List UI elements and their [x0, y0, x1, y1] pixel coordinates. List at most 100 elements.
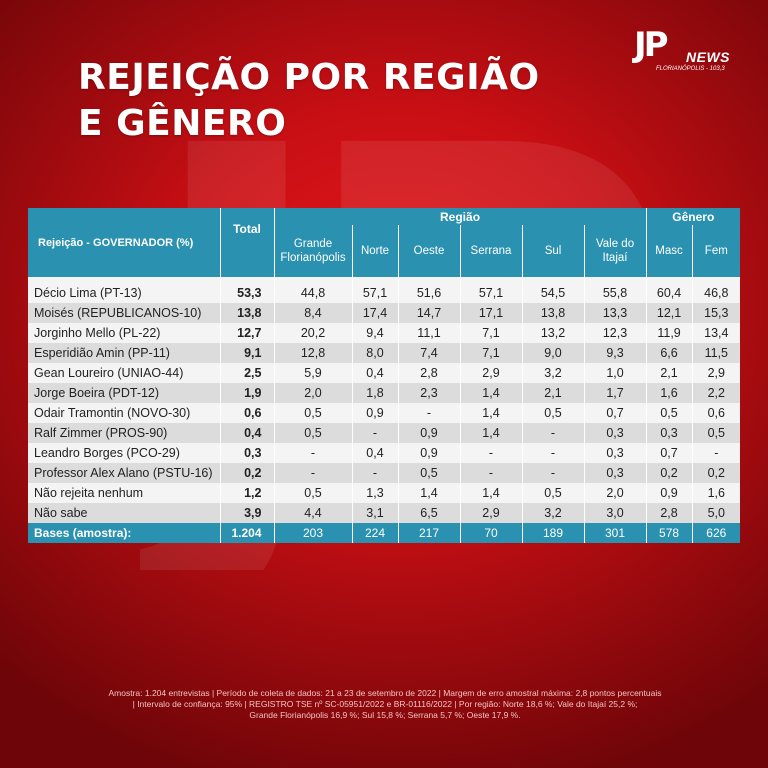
- cell-value: 1,8: [352, 383, 399, 403]
- cell-value: 1,4: [460, 423, 523, 443]
- cell-value: 54,5: [522, 277, 585, 303]
- total-value: 2,5: [220, 363, 275, 383]
- candidate-name: Jorginho Mello (PL-22): [28, 323, 221, 343]
- cell-value: -: [522, 463, 585, 483]
- candidate-name: Jorge Boeira (PDT-12): [28, 383, 221, 403]
- cell-value: 3,0: [584, 503, 647, 523]
- cell-value: 1,3: [352, 483, 399, 503]
- candidate-name: Moisés (REPUBLICANOS-10): [28, 303, 221, 323]
- cell-value: 0,9: [646, 483, 693, 503]
- candidate-name: Professor Alex Alano (PSTU-16): [28, 463, 221, 483]
- table-row: Jorge Boeira (PDT-12) 1,9 2,0 1,8 2,3 1,4 2,1 1…: [28, 383, 741, 403]
- logo-word: NEWS: [686, 49, 730, 65]
- logo-city: FLORIANÓPOLIS - 103,3: [656, 66, 725, 72]
- cell-value: 7,1: [460, 323, 523, 343]
- cell-value: 0,5: [522, 403, 585, 423]
- bases-row: Bases (amostra): 1.204 203 224 217 70 189 301 57…: [28, 523, 741, 543]
- bases-value: 189: [522, 523, 585, 543]
- jp-news-logo: JP NEWS FLORIANÓPOLIS - 103,3: [634, 28, 738, 76]
- cell-value: 0,5: [646, 403, 693, 423]
- cell-value: 0,5: [274, 403, 353, 423]
- title-line-1: REJEIÇÃO POR REGIÃO: [78, 57, 540, 98]
- cell-value: 15,3: [692, 303, 741, 323]
- total-value: 12,7: [220, 323, 275, 343]
- cell-value: 3,1: [352, 503, 399, 523]
- cell-value: 0,5: [692, 423, 741, 443]
- cell-value: 0,2: [692, 463, 741, 483]
- total-header: Total: [220, 208, 275, 277]
- bases-value: 70: [460, 523, 523, 543]
- cell-value: 13,3: [584, 303, 647, 323]
- cell-value: 2,3: [398, 383, 461, 403]
- cell-value: 11,5: [692, 343, 741, 363]
- cell-value: 0,4: [352, 363, 399, 383]
- bases-value: 217: [398, 523, 461, 543]
- cell-value: 5,9: [274, 363, 353, 383]
- column-header: Masc: [646, 225, 693, 277]
- footnote-line-2: | Intervalo de confiança: 95% | REGISTRO…: [132, 699, 638, 709]
- rejection-table-wrapper: Rejeição - GOVERNADOR (%) Total Região G…: [28, 208, 741, 543]
- candidate-name: Ralf Zimmer (PROS-90): [28, 423, 221, 443]
- cell-value: 2,1: [522, 383, 585, 403]
- bases-value: 224: [352, 523, 399, 543]
- cell-value: 0,9: [398, 423, 461, 443]
- cell-value: 51,6: [398, 277, 461, 303]
- cell-value: 4,4: [274, 503, 353, 523]
- footnote-line-3: Grande Florianópolis 16,9 %; Sul 15,8 %;…: [249, 710, 521, 720]
- cell-value: 0,3: [584, 423, 647, 443]
- bases-value: 203: [274, 523, 353, 543]
- candidate-name: Odair Tramontin (NOVO-30): [28, 403, 221, 423]
- cell-value: 9,3: [584, 343, 647, 363]
- cell-value: 20,2: [274, 323, 353, 343]
- total-value: 3,9: [220, 503, 275, 523]
- table-row: Não sabe 3,9 4,4 3,1 6,5 2,9 3,2 3,0 2,8 5,0: [28, 503, 741, 523]
- candidate-name: Leandro Borges (PCO-29): [28, 443, 221, 463]
- cell-value: 0,9: [398, 443, 461, 463]
- cell-value: 2,1: [646, 363, 693, 383]
- column-header: Serrana: [460, 225, 523, 277]
- total-value: 13,8: [220, 303, 275, 323]
- cell-value: -: [460, 463, 523, 483]
- cell-value: -: [274, 443, 353, 463]
- cell-value: -: [522, 423, 585, 443]
- table-row: Jorginho Mello (PL-22) 12,7 20,2 9,4 11,1 7,1…: [28, 323, 741, 343]
- table-row: Ralf Zimmer (PROS-90) 0,4 0,5-0,9 1,4-0,3 0,…: [28, 423, 741, 443]
- cell-value: -: [352, 463, 399, 483]
- cell-value: 12,3: [584, 323, 647, 343]
- table-row: Décio Lima (PT-13) 53,3 44,8 57,1 51,6 57,1 54…: [28, 277, 741, 303]
- candidate-name: Não rejeita nenhum: [28, 483, 221, 503]
- bases-value: 578: [646, 523, 693, 543]
- cell-value: 2,0: [584, 483, 647, 503]
- cell-value: 11,1: [398, 323, 461, 343]
- logo-mark: JP: [634, 25, 669, 65]
- cell-value: 13,2: [522, 323, 585, 343]
- cell-value: 0,5: [522, 483, 585, 503]
- title-line-2: E GÊNERO: [78, 103, 287, 144]
- methodology-footnote: Amostra: 1.204 entrevistas | Período de …: [80, 688, 690, 721]
- candidate-name: Décio Lima (PT-13): [28, 277, 221, 303]
- cell-value: 17,4: [352, 303, 399, 323]
- page-title: REJEIÇÃO POR REGIÃO E GÊNERO: [78, 55, 540, 147]
- cell-value: 17,1: [460, 303, 523, 323]
- total-value: 1,2: [220, 483, 275, 503]
- cell-value: 0,6: [692, 403, 741, 423]
- bases-value: 626: [692, 523, 741, 543]
- cell-value: 55,8: [584, 277, 647, 303]
- cell-value: 2,8: [646, 503, 693, 523]
- cell-value: 0,9: [352, 403, 399, 423]
- column-header: Sul: [522, 225, 585, 277]
- cell-value: 0,5: [398, 463, 461, 483]
- cell-value: 0,7: [584, 403, 647, 423]
- cell-value: 8,0: [352, 343, 399, 363]
- candidate-name: Esperidião Amin (PP-11): [28, 343, 221, 363]
- cell-value: -: [398, 403, 461, 423]
- column-header: Norte: [352, 225, 399, 277]
- cell-value: -: [460, 443, 523, 463]
- total-value: 9,1: [220, 343, 275, 363]
- cell-value: 0,4: [352, 443, 399, 463]
- cell-value: 6,5: [398, 503, 461, 523]
- cell-value: 7,4: [398, 343, 461, 363]
- cell-value: 12,1: [646, 303, 693, 323]
- cell-value: 3,2: [522, 503, 585, 523]
- column-header: Fem: [692, 225, 741, 277]
